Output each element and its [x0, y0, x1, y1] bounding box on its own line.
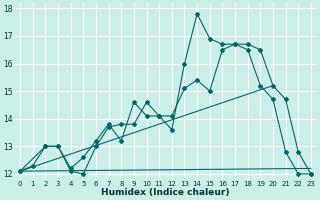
- X-axis label: Humidex (Indice chaleur): Humidex (Indice chaleur): [101, 188, 230, 197]
